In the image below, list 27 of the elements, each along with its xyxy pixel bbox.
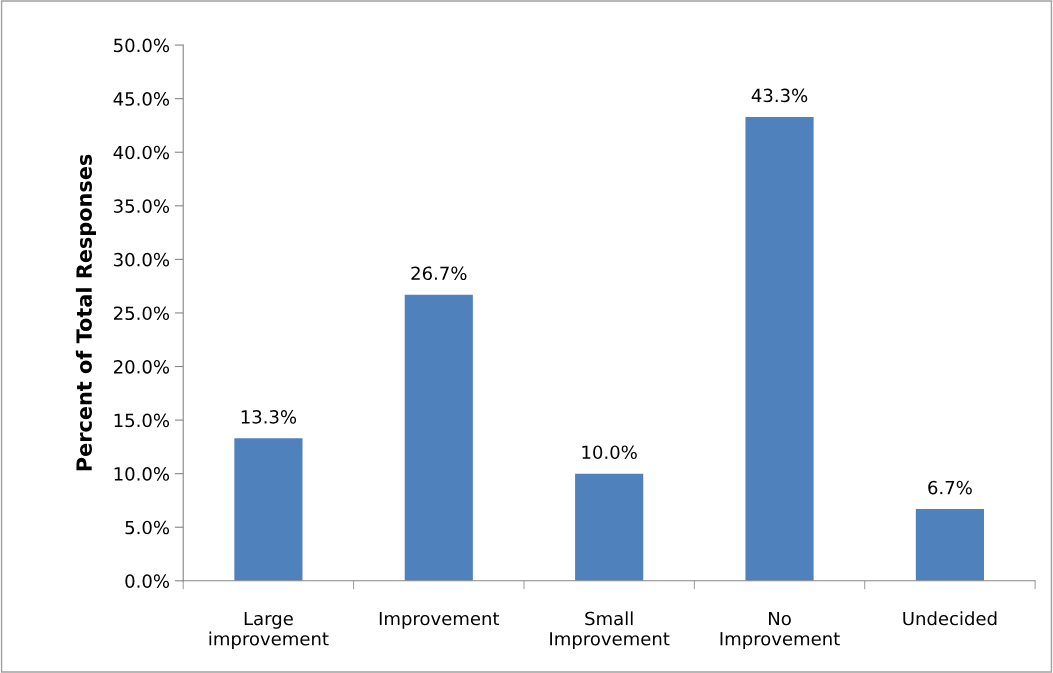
y-tick-label: 40.0% (113, 145, 170, 160)
data-label: 6.7% (928, 480, 972, 495)
x-tick-label: Small Improvement (550, 611, 670, 650)
y-tick-label: 25.0% (113, 306, 170, 321)
x-tick-label: Large improvement (209, 611, 329, 650)
y-tick-label: 30.0% (114, 252, 170, 267)
y-tick-label: 45.0% (113, 92, 170, 106)
y-tick-label: 10.0% (114, 467, 170, 481)
y-tick-label: 0.0% (125, 574, 170, 588)
bar (575, 473, 644, 581)
bar (404, 294, 473, 581)
data-label: 26.7% (411, 266, 467, 281)
bar (234, 438, 303, 581)
bar (745, 116, 814, 581)
y-tick-label: 20.0% (113, 359, 170, 374)
y-tick-label: 35.0% (114, 199, 170, 213)
x-tick-label: No Improvement (720, 611, 840, 650)
data-label: 43.3% (751, 88, 808, 103)
y-axis-title: Percent of Total Responses (75, 154, 96, 471)
x-tick-label: Undecided (903, 611, 997, 626)
data-label: 10.0% (582, 445, 637, 460)
y-tick-label: 5.0% (125, 520, 170, 535)
y-tick-label: 15.0% (114, 413, 170, 428)
y-tick-label: 50.0% (114, 38, 170, 53)
data-label: 13.3% (241, 410, 297, 424)
bar (915, 509, 984, 581)
x-tick-label: Improvement (379, 611, 500, 629)
